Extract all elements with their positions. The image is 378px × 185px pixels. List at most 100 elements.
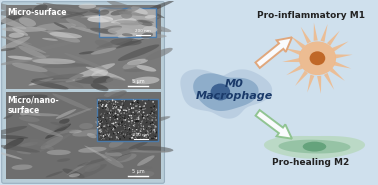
Ellipse shape: [115, 107, 116, 108]
Ellipse shape: [40, 136, 63, 149]
Ellipse shape: [116, 136, 117, 137]
Ellipse shape: [101, 154, 124, 168]
Ellipse shape: [60, 11, 88, 18]
Ellipse shape: [108, 134, 110, 135]
Ellipse shape: [152, 119, 153, 121]
Ellipse shape: [113, 129, 115, 130]
Ellipse shape: [155, 136, 156, 137]
Ellipse shape: [2, 27, 46, 32]
Polygon shape: [332, 41, 349, 52]
Ellipse shape: [125, 120, 126, 121]
Ellipse shape: [145, 102, 146, 104]
Ellipse shape: [23, 25, 48, 32]
Ellipse shape: [136, 129, 138, 130]
Ellipse shape: [122, 133, 124, 135]
Ellipse shape: [136, 138, 137, 139]
Ellipse shape: [109, 126, 110, 127]
Ellipse shape: [128, 118, 129, 119]
Ellipse shape: [132, 138, 134, 139]
Ellipse shape: [149, 115, 150, 116]
Ellipse shape: [138, 116, 139, 117]
Ellipse shape: [131, 117, 132, 119]
Ellipse shape: [0, 13, 26, 29]
Ellipse shape: [155, 117, 156, 118]
Ellipse shape: [106, 77, 124, 85]
Ellipse shape: [30, 40, 79, 52]
Ellipse shape: [46, 150, 71, 155]
Ellipse shape: [0, 126, 27, 137]
Ellipse shape: [119, 125, 131, 133]
Ellipse shape: [118, 44, 160, 61]
Ellipse shape: [148, 115, 149, 117]
Ellipse shape: [103, 134, 104, 135]
Ellipse shape: [0, 55, 50, 65]
Text: Micro/nano-
surface: Micro/nano- surface: [8, 96, 59, 115]
Ellipse shape: [119, 110, 121, 111]
Text: 200 nm: 200 nm: [135, 29, 151, 33]
Ellipse shape: [110, 110, 112, 111]
Ellipse shape: [144, 109, 145, 110]
Ellipse shape: [110, 112, 111, 114]
Ellipse shape: [101, 7, 125, 12]
Ellipse shape: [118, 109, 119, 111]
Ellipse shape: [12, 63, 48, 72]
Ellipse shape: [102, 17, 121, 24]
Ellipse shape: [140, 130, 141, 132]
Ellipse shape: [125, 134, 126, 135]
Ellipse shape: [139, 115, 140, 117]
Ellipse shape: [149, 126, 150, 127]
Ellipse shape: [132, 111, 133, 112]
Ellipse shape: [108, 125, 109, 126]
Ellipse shape: [129, 129, 130, 131]
Ellipse shape: [132, 137, 133, 138]
Ellipse shape: [131, 137, 132, 139]
Ellipse shape: [143, 126, 144, 127]
Ellipse shape: [126, 111, 127, 113]
Ellipse shape: [107, 18, 132, 26]
Ellipse shape: [59, 118, 70, 124]
Ellipse shape: [103, 136, 104, 137]
Ellipse shape: [124, 124, 125, 125]
Ellipse shape: [140, 131, 141, 132]
Ellipse shape: [140, 122, 141, 123]
Ellipse shape: [141, 125, 142, 126]
Ellipse shape: [141, 121, 143, 123]
Ellipse shape: [124, 69, 146, 72]
Text: Pro-inflammatory M1: Pro-inflammatory M1: [257, 11, 364, 20]
Ellipse shape: [156, 131, 157, 132]
Ellipse shape: [122, 100, 124, 102]
Ellipse shape: [113, 126, 114, 127]
Ellipse shape: [107, 129, 108, 130]
Ellipse shape: [121, 132, 123, 134]
Ellipse shape: [105, 119, 106, 120]
Ellipse shape: [148, 126, 149, 127]
Ellipse shape: [135, 137, 136, 138]
Ellipse shape: [112, 106, 113, 107]
Ellipse shape: [111, 129, 112, 130]
Polygon shape: [279, 140, 350, 154]
Ellipse shape: [154, 127, 156, 128]
Ellipse shape: [138, 138, 139, 139]
Ellipse shape: [116, 106, 117, 107]
Ellipse shape: [120, 107, 122, 108]
Ellipse shape: [104, 125, 105, 126]
Ellipse shape: [144, 119, 145, 120]
Ellipse shape: [128, 115, 130, 117]
Ellipse shape: [56, 109, 76, 119]
Ellipse shape: [138, 102, 139, 104]
Ellipse shape: [116, 154, 132, 162]
Bar: [6, 92, 161, 179]
Ellipse shape: [20, 142, 38, 147]
Ellipse shape: [147, 114, 148, 116]
Ellipse shape: [96, 97, 126, 105]
Ellipse shape: [134, 114, 135, 115]
Ellipse shape: [69, 130, 82, 133]
Ellipse shape: [130, 138, 131, 139]
Ellipse shape: [102, 104, 103, 105]
Ellipse shape: [116, 131, 141, 137]
Ellipse shape: [121, 22, 162, 32]
Ellipse shape: [111, 112, 113, 113]
Ellipse shape: [152, 112, 154, 114]
Ellipse shape: [101, 120, 102, 122]
Polygon shape: [284, 48, 301, 55]
